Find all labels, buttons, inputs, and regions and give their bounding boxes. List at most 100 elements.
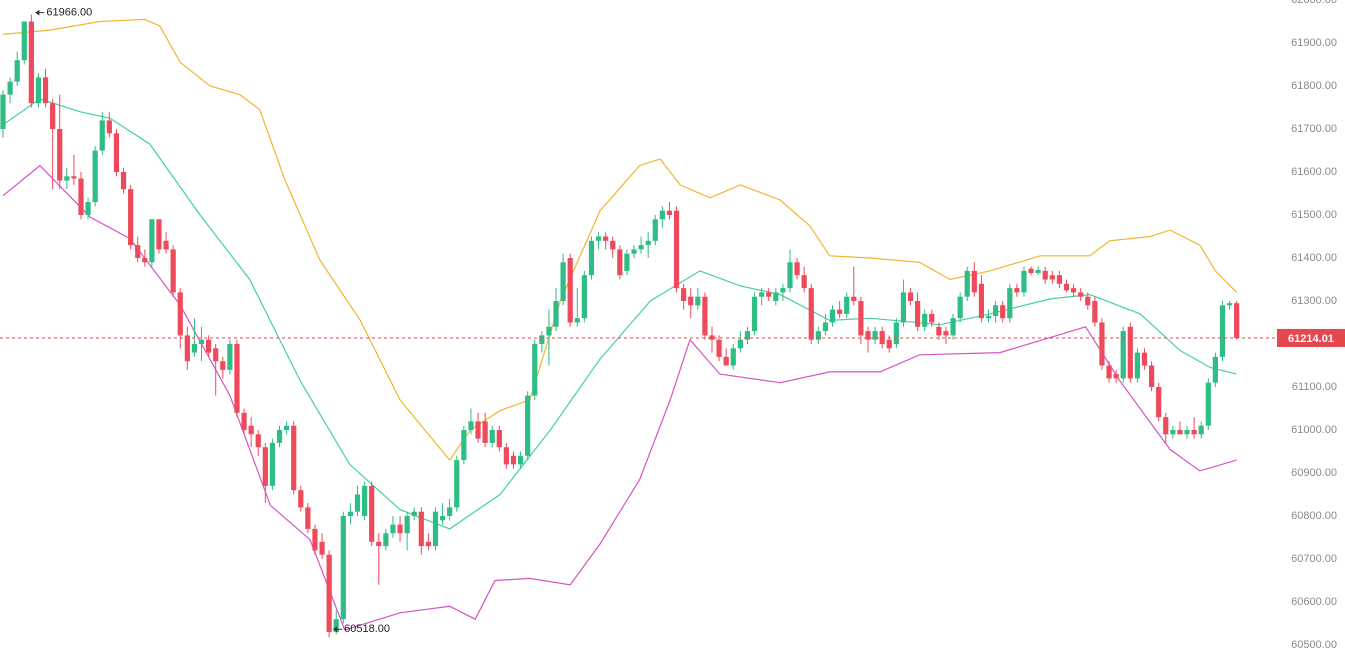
marker-arrow-head (35, 9, 40, 16)
candle-body (915, 301, 921, 327)
candle-body (120, 172, 127, 190)
candle-body (276, 430, 283, 443)
candle-body (439, 516, 446, 521)
y-tick-label: 60500.00 (1291, 639, 1337, 651)
candle-body (950, 318, 956, 336)
candle-body (681, 288, 687, 301)
candle-body (1092, 301, 1098, 323)
marker-label: 60518.00 (344, 623, 390, 635)
candle-body (0, 94, 6, 129)
candle-body (496, 430, 502, 448)
candle-body (1212, 356, 1218, 383)
candle-body (71, 176, 77, 179)
candle-body (475, 421, 481, 439)
candle-body (142, 258, 148, 263)
candle-body (156, 219, 162, 250)
candle-body (319, 541, 325, 555)
candle-body (333, 619, 339, 633)
candle-body (213, 348, 219, 362)
candle-body (503, 447, 509, 465)
candle-body (1163, 417, 1169, 435)
candle-body (227, 344, 233, 370)
candle-body (390, 524, 396, 534)
candle-body (1170, 430, 1176, 435)
candle-body (985, 316, 992, 319)
candle-body (163, 240, 169, 250)
candle-body (780, 288, 786, 293)
candle-body (1042, 270, 1048, 280)
candle-body (971, 270, 977, 293)
candle-body (815, 331, 821, 340)
candle-body (447, 507, 453, 516)
candle-body (1035, 270, 1041, 274)
y-tick-label: 61100.00 (1292, 381, 1337, 393)
candle-body (241, 412, 247, 430)
candle-body (64, 176, 70, 181)
y-tick-label: 61400.00 (1291, 252, 1337, 264)
y-tick-label: 61800.00 (1291, 80, 1337, 92)
candle-body (1078, 292, 1084, 297)
y-tick-label: 60600.00 (1291, 596, 1337, 608)
candle-body (354, 494, 361, 512)
candle-body (759, 292, 765, 297)
y-tick-label: 60900.00 (1291, 467, 1337, 479)
candle-body (574, 318, 580, 323)
candle-body (709, 335, 715, 340)
candle-body (716, 339, 722, 357)
candle-body (929, 313, 935, 323)
candle-body (886, 339, 892, 349)
candle-body (567, 258, 573, 323)
candle-body (659, 210, 665, 220)
candle-body (922, 313, 928, 327)
candle-body (532, 344, 538, 396)
last-price-tag (1277, 328, 1345, 347)
candle-body (858, 301, 864, 336)
candle-body (1028, 268, 1034, 274)
candle-body (723, 356, 729, 366)
candle-body (865, 331, 871, 340)
candle-body (978, 283, 985, 319)
candle-body (624, 253, 630, 271)
candle-body (248, 425, 254, 435)
candle-body (482, 421, 488, 443)
candle-body (546, 326, 552, 336)
candle-body (298, 490, 304, 508)
band-line (2, 18, 1238, 462)
candle-body (1141, 352, 1148, 366)
candle-body (128, 189, 134, 246)
candle-body (262, 447, 268, 486)
candle-body (730, 348, 736, 366)
candle-body (631, 249, 637, 254)
marker-arrow-head (333, 626, 338, 633)
candle-body (1063, 283, 1070, 291)
candle-body (872, 331, 878, 340)
y-tick-label: 60800.00 (1291, 510, 1337, 522)
candle-body (603, 236, 609, 241)
candle-body (787, 262, 793, 289)
candle-body (42, 77, 49, 104)
candle-body (1120, 331, 1126, 379)
candle-body (936, 326, 942, 336)
candle-body (943, 331, 949, 336)
candle-body (269, 442, 276, 486)
candle-body (432, 511, 439, 547)
candle-body (808, 288, 814, 340)
candle-body (517, 455, 524, 465)
candle-body (1234, 303, 1240, 338)
candle-body (766, 292, 772, 297)
candle-body (1148, 365, 1155, 387)
candle-body (1226, 303, 1233, 306)
candle-body (468, 421, 474, 430)
candle-body (369, 485, 375, 542)
candle-body (610, 240, 616, 250)
candle-body (234, 344, 240, 413)
candle-body (702, 296, 708, 336)
candle-body (191, 344, 198, 353)
candle-body (1134, 352, 1140, 379)
candle-body (404, 516, 410, 534)
candle-body (617, 249, 623, 276)
candle-body (347, 511, 354, 516)
candle-body (177, 292, 183, 336)
candle-body (1191, 430, 1197, 435)
